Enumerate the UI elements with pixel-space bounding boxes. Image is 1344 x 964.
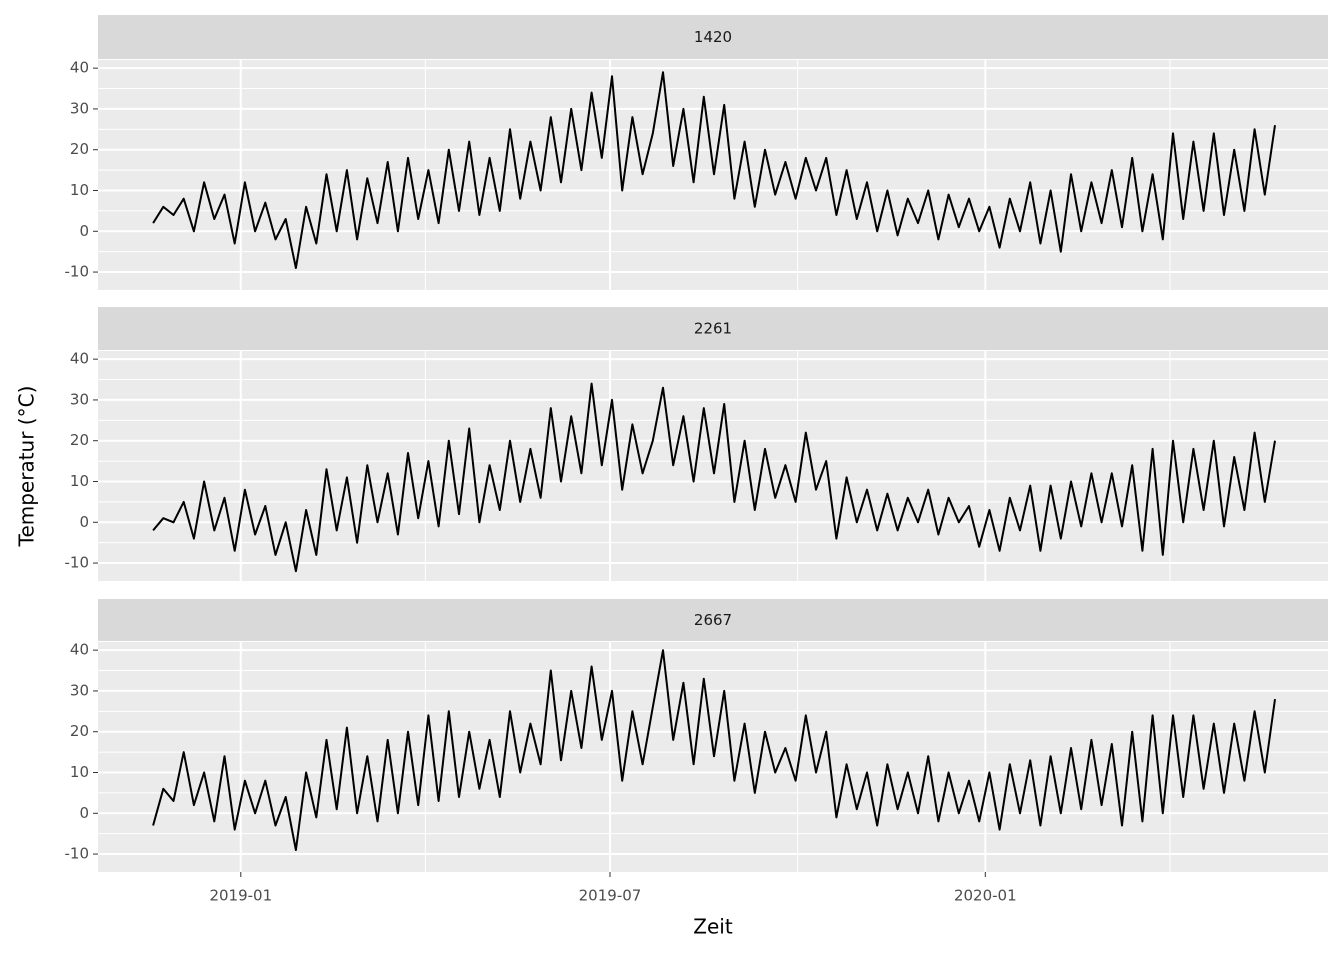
y-tick-label: 0 [79, 222, 89, 240]
y-tick-label: 20 [70, 722, 89, 740]
strip-label: 2261 [694, 320, 732, 338]
strip-label: 2667 [694, 611, 732, 629]
x-tick-label: 2020-01 [954, 887, 1017, 905]
y-tick-label: 30 [70, 390, 89, 408]
data-line [152, 382, 1276, 573]
strip [98, 307, 1328, 350]
y-tick-label: 10 [70, 472, 89, 490]
y-axis-title: Temperatur (°C) [15, 386, 39, 548]
y-tick-label: 10 [70, 763, 89, 781]
y-tick-label: 30 [70, 681, 89, 699]
y-tick-label: 0 [79, 513, 89, 531]
y-tick-label: 20 [70, 140, 89, 158]
y-tick-label: 10 [70, 181, 89, 199]
panel [98, 60, 1328, 290]
x-tick-label: 2019-07 [579, 887, 642, 905]
strip [98, 15, 1328, 59]
strip [98, 599, 1328, 641]
panel [98, 642, 1328, 872]
strip-label: 1420 [694, 28, 732, 46]
y-tick-label: -10 [65, 554, 90, 572]
y-tick-label: -10 [65, 263, 90, 281]
y-tick-label: 40 [70, 350, 89, 368]
y-tick-label: 0 [79, 804, 89, 822]
y-tick-label: 40 [70, 641, 89, 659]
x-tick-label: 2019-01 [209, 887, 272, 905]
x-axis-title: Zeit [693, 915, 733, 939]
y-tick-label: -10 [65, 845, 90, 863]
y-tick-label: 20 [70, 431, 89, 449]
data-line [152, 649, 1276, 851]
y-tick-label: 30 [70, 99, 89, 117]
data-line [152, 71, 1276, 269]
y-tick-label: 40 [70, 59, 89, 77]
